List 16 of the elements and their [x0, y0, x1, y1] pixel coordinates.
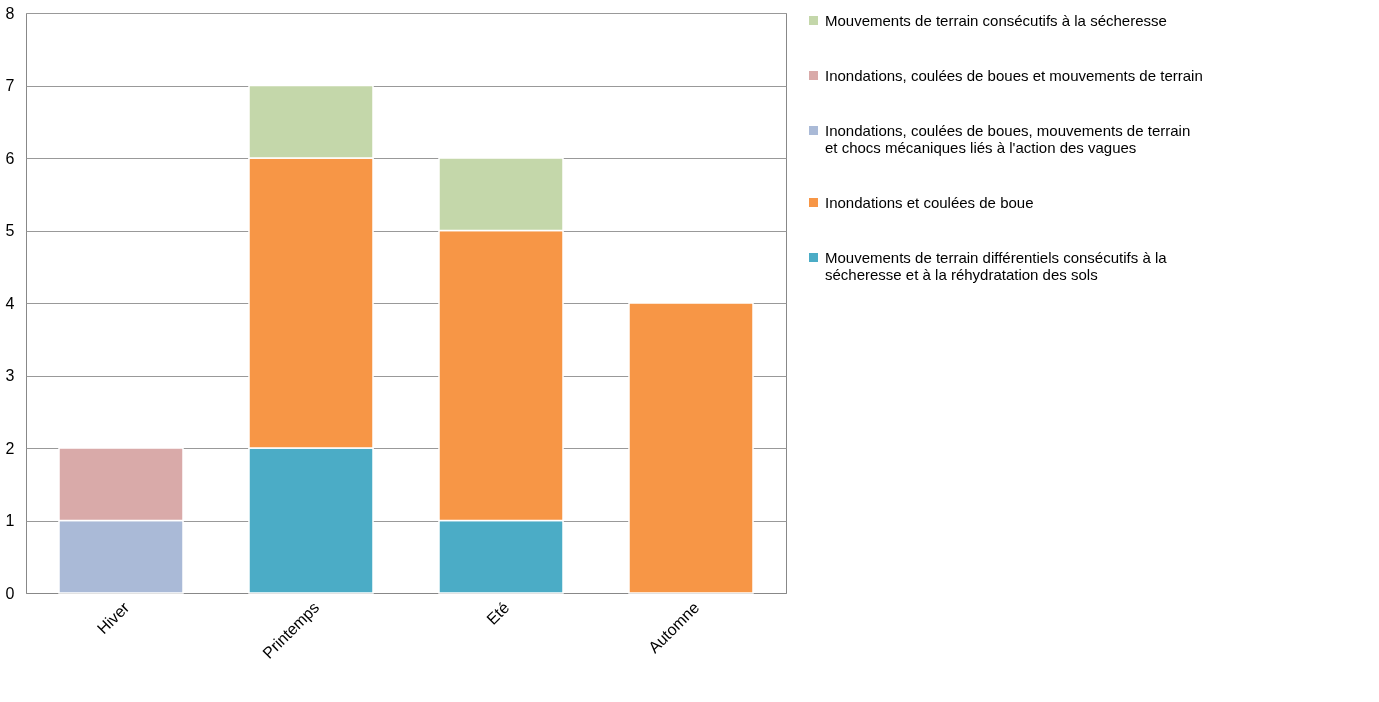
x-tick-label: Eté: [483, 598, 513, 628]
legend-label: Inondations, coulées de boues, mouvements de terrain et chocs mécaniques liés à l'action des vagues: [825, 121, 1191, 156]
y-tick-label: 3: [5, 367, 15, 384]
y-tick-label: 6: [5, 149, 15, 167]
y-tick-label: 2: [5, 439, 15, 457]
legend-label: Mouvements de terrain consécutifs à la sécheresse: [825, 11, 1167, 29]
legend-label: Mouvements de terrain différentiels consécutifs à la sécheresse et à la réhydratation des sols: [825, 248, 1168, 283]
legend-label: Inondations, coulées de boues et mouvements de terrain: [825, 66, 1203, 84]
y-tick-label: 0: [5, 584, 15, 602]
bar: [628, 302, 754, 594]
y-tick-label: 5: [5, 222, 15, 239]
y-tick-label: 7: [5, 77, 15, 94]
y-tick-label: 8: [5, 4, 15, 22]
y-tick-label: 4: [5, 294, 15, 312]
y-tick-label: 1: [5, 512, 15, 529]
legend-label: Inondations et coulées de boue: [825, 193, 1034, 211]
